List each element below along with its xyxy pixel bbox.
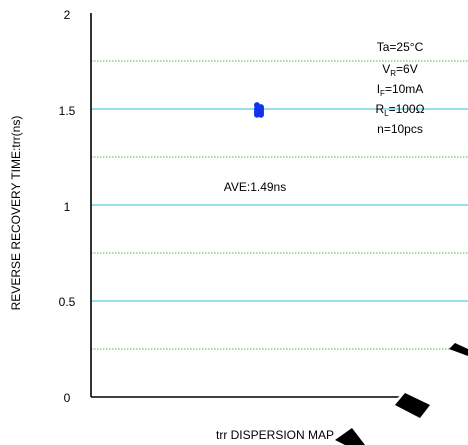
condition-vr: VR=6V bbox=[382, 62, 417, 78]
y-tick-label-2: 2 bbox=[64, 8, 71, 22]
corner-decoration bbox=[340, 340, 468, 445]
data-points bbox=[254, 102, 264, 118]
condition-ta: Ta=25°C bbox=[377, 40, 424, 54]
x-axis-title: trr DISPERSION MAP bbox=[216, 428, 334, 442]
y-axis-title: REVERSE RECOVERY TIME:trr(ns) bbox=[9, 116, 23, 311]
condition-n: n=10pcs bbox=[377, 122, 423, 136]
conditions-box: Ta=25°C VR=6V IF=10mA RL=100Ω n=10pcs bbox=[375, 40, 424, 136]
y-tick-label-1: 1 bbox=[64, 200, 71, 214]
y-tick-label-0: 0 bbox=[64, 391, 71, 405]
average-annotation: AVE:1.49ns bbox=[224, 180, 286, 194]
condition-rl: RL=100Ω bbox=[375, 102, 424, 118]
y-tick-label-1.5: 1.5 bbox=[59, 104, 76, 118]
condition-if: IF=10mA bbox=[377, 82, 424, 98]
corner-stripes bbox=[335, 343, 468, 445]
gridlines bbox=[91, 60, 468, 350]
y-tick-label-0.5: 0.5 bbox=[59, 295, 76, 309]
data-point bbox=[258, 111, 264, 118]
